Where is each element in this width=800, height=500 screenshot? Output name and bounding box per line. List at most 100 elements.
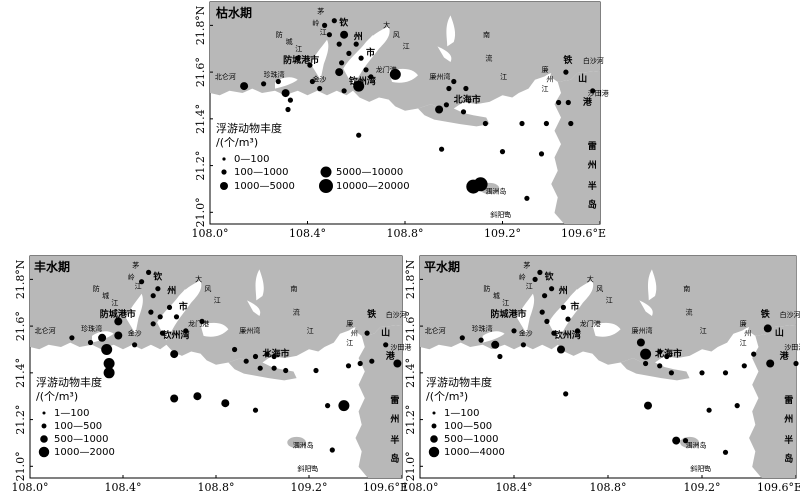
station-marker <box>199 318 205 324</box>
place-label-beilun-river: 北仑河 <box>35 326 56 335</box>
place-label-fangcheng-river-3: 江 <box>502 299 509 307</box>
panel-normal-stations <box>459 269 799 455</box>
place-label-dafeng-river-1: 大 <box>195 275 202 284</box>
lon-tick-label: 108.4° <box>289 227 326 240</box>
lat-tick-label: 21.4° <box>14 358 27 388</box>
place-label-lianzhou-river-3: 江 <box>740 339 747 347</box>
station-marker <box>446 85 452 92</box>
place-label-leizhou-4: 岛 <box>784 453 793 465</box>
legend-label: 500—1000 <box>54 434 109 445</box>
legend-symbol <box>431 423 437 429</box>
place-label-qinzhou-city-3: 市 <box>570 301 579 313</box>
legend-title: 浮游动物丰度 <box>426 375 492 389</box>
station-marker <box>557 345 565 354</box>
place-label-qinzhou-city-3: 市 <box>366 47 375 59</box>
station-marker <box>295 55 301 61</box>
station-marker <box>451 78 457 85</box>
station-marker <box>317 85 323 92</box>
place-label-lianzhou-river-1: 廉 <box>542 65 549 74</box>
legend-symbol <box>222 157 226 161</box>
place-label-maoling-river-1: 茅 <box>317 7 324 16</box>
station-marker <box>511 328 517 334</box>
station-marker <box>543 120 550 127</box>
station-marker <box>336 41 342 47</box>
place-label-qinzhou-city-1: 钦 <box>545 270 554 282</box>
station-marker <box>243 358 249 364</box>
legend-label: 100—500 <box>444 421 492 432</box>
place-label-nanliu-river-2: 流 <box>485 53 492 62</box>
legend-unit: /(个/m³) <box>426 390 468 403</box>
station-marker <box>556 99 562 106</box>
station-marker <box>271 365 277 371</box>
place-label-zhuzhu-bay: 珍珠湾 <box>472 324 493 333</box>
place-label-lianzhou-river-1: 廉 <box>740 319 747 328</box>
panel-wet-title: 丰水期 <box>34 259 70 274</box>
legend-label: 100—500 <box>54 421 102 432</box>
station-marker <box>766 359 775 368</box>
legend-label: 0—100 <box>234 154 269 165</box>
legend-symbol <box>320 166 332 178</box>
place-label-lianzhou-river-2: 州 <box>351 330 358 338</box>
place-label-tieshan-2: 山 <box>381 327 390 339</box>
station-marker <box>257 365 263 371</box>
station-marker <box>139 279 145 285</box>
station-marker <box>640 348 652 360</box>
station-marker <box>353 80 365 92</box>
place-label-maoling-river-1: 茅 <box>132 261 139 270</box>
station-marker <box>363 67 369 73</box>
station-marker <box>325 403 331 409</box>
place-label-dafeng-river-1: 大 <box>383 21 390 30</box>
panel-dry-title: 枯水期 <box>216 5 252 20</box>
place-label-leizhou-1: 雷 <box>390 394 399 406</box>
station-marker <box>193 392 202 401</box>
place-label-fangcheng-river-2: 城 <box>493 292 500 300</box>
station-marker <box>103 367 115 379</box>
station-marker <box>87 339 94 346</box>
lon-tick-label: 108.4° <box>105 481 142 494</box>
station-marker <box>389 68 401 80</box>
place-label-dafeng-river-2: 风 <box>204 285 211 293</box>
station-marker <box>148 309 154 315</box>
place-label-lianzhou-river-3: 江 <box>346 339 353 347</box>
place-label-zhuzhu-bay: 珍珠湾 <box>81 324 102 333</box>
lon-tick-label: 108.0° <box>402 481 439 494</box>
place-label-nanliu-river-2: 流 <box>686 307 693 316</box>
panel-wet-legend: 浮游动物丰度/(个/m³) 1—100 100—500 500—1000 1000—20… <box>36 375 115 458</box>
place-label-qinzhou-city-2: 州 <box>166 285 176 296</box>
place-label-lianzhou-river-1: 廉 <box>346 319 353 328</box>
place-label-longmen: 龙门港 <box>376 65 397 74</box>
place-label-qinzhou-city-2: 州 <box>353 31 363 42</box>
legend-label: 1000—4000 <box>444 447 505 458</box>
station-marker <box>166 304 173 310</box>
station-marker <box>252 407 259 413</box>
station-marker <box>252 353 259 360</box>
lat-tick-label: 21.6° <box>14 311 27 341</box>
station-marker <box>221 399 230 408</box>
station-marker <box>544 318 550 324</box>
station-marker <box>439 146 445 152</box>
lat-tick-label: 21.2° <box>194 151 207 181</box>
station-marker <box>793 360 799 367</box>
place-label-weizhou-island: 涠洲岛 <box>686 441 707 450</box>
place-label-longmen: 龙门港 <box>580 319 601 328</box>
place-label-qinzhou-bay: 钦州湾 <box>554 329 581 341</box>
station-marker <box>338 400 350 412</box>
lon-tick-label: 109.6°E <box>757 481 800 494</box>
place-label-qinzhou-city-1: 钦 <box>339 16 348 28</box>
station-marker <box>146 269 152 275</box>
station-marker <box>335 68 344 77</box>
station-marker <box>307 62 313 68</box>
station-marker <box>173 314 180 320</box>
place-label-beihai: 北海市 <box>454 94 481 106</box>
lat-tick-label: 21.2° <box>14 405 27 435</box>
place-label-dafeng-river-2: 风 <box>596 285 603 293</box>
lon-tick-label: 108.0° <box>12 481 49 494</box>
place-label-leizhou-4: 岛 <box>588 199 597 211</box>
station-marker <box>706 407 712 413</box>
